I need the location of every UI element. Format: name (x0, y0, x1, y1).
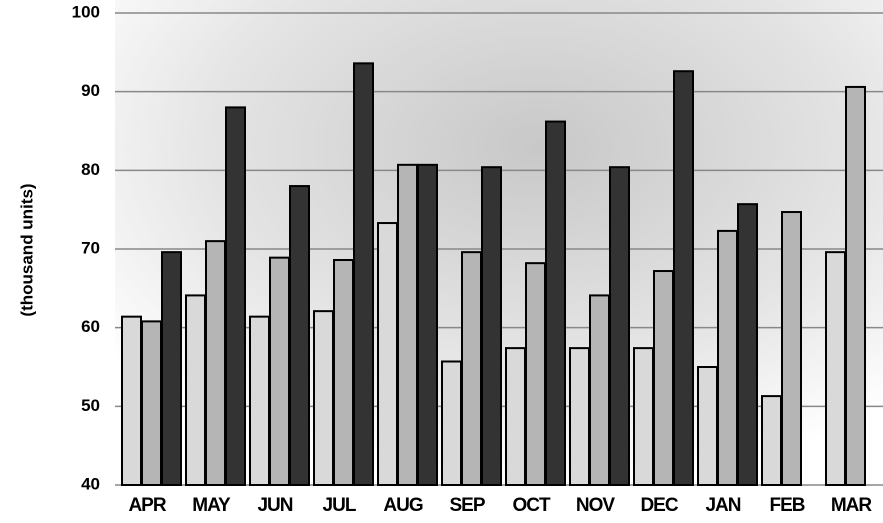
x-tick-label: JUL (323, 495, 357, 516)
bar (141, 320, 162, 486)
bar (417, 163, 438, 486)
x-tick-label: AUG (383, 495, 422, 516)
bar (781, 211, 802, 486)
y-tick-label: 100 (72, 2, 100, 21)
bar (761, 395, 782, 486)
y-tick-label: 80 (81, 160, 100, 179)
bar (505, 347, 526, 486)
x-tick-label: FEB (770, 495, 805, 516)
x-tick-label: MAR (831, 495, 873, 516)
x-tick-label: SEP (449, 495, 485, 516)
y-tick-label: 40 (81, 474, 100, 493)
bar (545, 120, 566, 486)
bar (589, 294, 610, 486)
bar (161, 251, 182, 486)
y-axis-label: (thousand units) (17, 183, 36, 316)
bar (697, 366, 718, 486)
bar (609, 166, 630, 486)
bar (633, 347, 654, 486)
bar (461, 251, 482, 486)
y-tick-label: 50 (81, 396, 100, 415)
x-tick-label: JUN (257, 495, 292, 516)
bar (185, 294, 206, 486)
bar (377, 222, 398, 486)
bar (313, 310, 334, 486)
x-tick-label: MAY (192, 495, 231, 516)
x-tick-label: JAN (705, 495, 740, 516)
bar (653, 270, 674, 486)
y-tick-label: 60 (81, 317, 100, 336)
bar (353, 62, 374, 486)
bar (825, 251, 846, 486)
bar (205, 240, 226, 486)
bar (717, 229, 738, 486)
bar (569, 347, 590, 486)
y-tick-label: 70 (81, 238, 100, 257)
bar (525, 262, 546, 486)
y-tick-label: 90 (81, 81, 100, 100)
x-tick-label: OCT (512, 495, 551, 516)
bar (333, 259, 354, 486)
bar (289, 185, 310, 486)
bar (249, 315, 270, 486)
bar (441, 360, 462, 487)
x-tick-label: APR (128, 495, 166, 516)
bar (845, 85, 866, 487)
bar (481, 166, 502, 486)
bar (673, 70, 694, 486)
bar (737, 203, 758, 486)
x-tick-label: NOV (576, 495, 616, 516)
bar (397, 163, 418, 486)
bar (121, 315, 142, 486)
bar (269, 256, 290, 486)
x-tick-label: DEC (640, 495, 678, 516)
bar (225, 106, 246, 487)
